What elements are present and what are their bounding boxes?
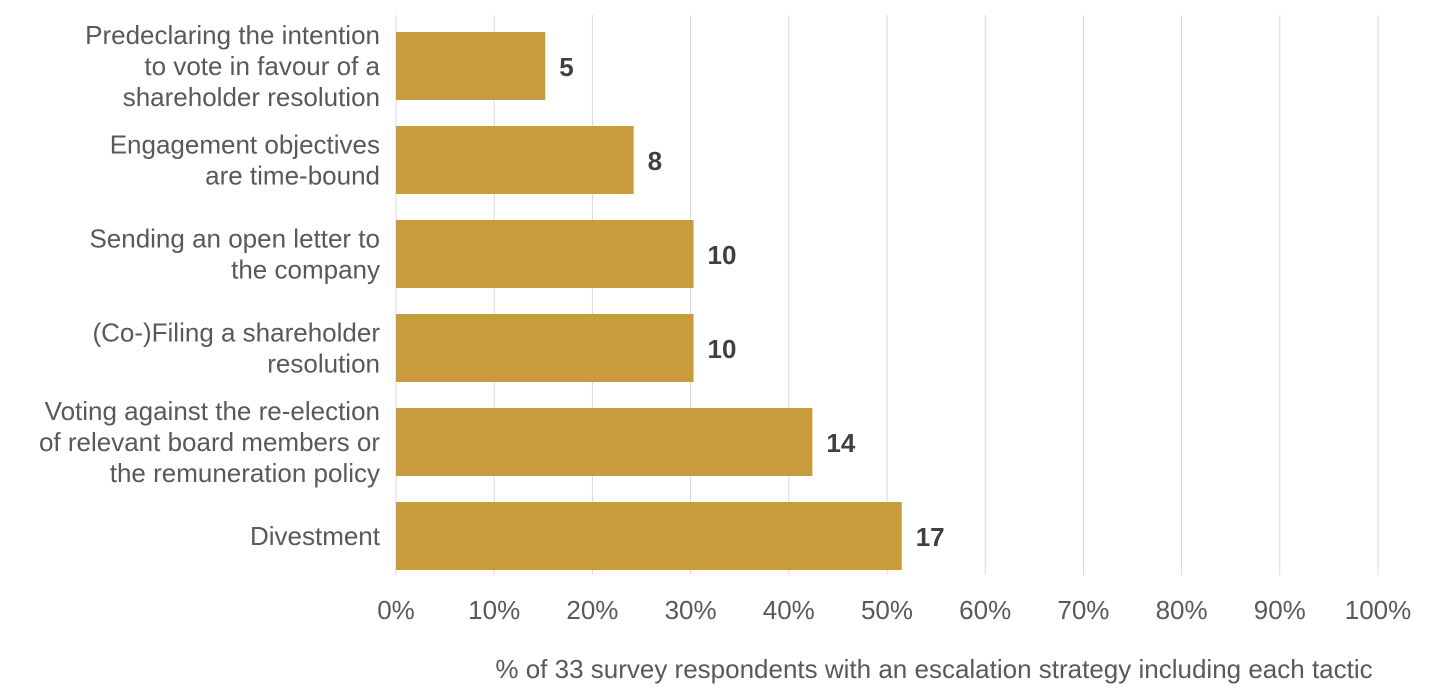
bar-value-label: 10 [708,240,737,270]
x-tick-label: 40% [763,595,815,625]
x-tick-label: 20% [566,595,618,625]
x-tick-label: 80% [1156,595,1208,625]
category-label-line: the remuneration policy [110,458,380,488]
bar [396,314,694,382]
category-label-line: Sending an open letter to [89,224,380,254]
x-axis-ticks: 0% 10% 20% 30% 40% 50% 60% 70% 80% 90% 100% [377,595,1411,625]
x-tick-label: 100% [1345,595,1412,625]
x-tick-label: 0% [377,595,415,625]
category-label-line: Engagement objectives [110,130,380,160]
category-label-line: to vote in favour of a [144,51,380,81]
bar [396,408,813,476]
bar-value-label: 10 [708,334,737,364]
x-tick-label: 90% [1254,595,1306,625]
category-label: (Co-)Filing a shareholder resolution [92,318,380,379]
x-tick-label: 60% [959,595,1011,625]
bar-value-label: 8 [648,146,662,176]
category-label: Predeclaring the intention to vote in fav… [85,20,380,112]
bar [396,126,634,194]
bar-value-label: 14 [826,428,855,458]
gridlines [395,15,1379,575]
category-labels: Predeclaring the intention to vote in fav… [39,20,381,551]
x-axis-title: % of 33 survey respondents with an escal… [495,654,1372,684]
category-label-line: the company [231,255,380,285]
category-label: Engagement objectives are time-bound [110,130,380,191]
category-label-line: Voting against the re-election [45,396,380,426]
data-labels: 5 8 10 10 14 17 [559,52,944,552]
category-label-line: Divestment [250,521,381,551]
x-tick-label: 30% [665,595,717,625]
bar [396,502,902,570]
bar-value-label: 17 [916,522,945,552]
category-label: Voting against the re-election of relevan… [39,396,380,488]
category-label-line: shareholder resolution [123,82,380,112]
category-label-line: (Co-)Filing a shareholder [92,318,380,348]
category-label-line: Predeclaring the intention [85,20,380,50]
x-tick-label: 70% [1057,595,1109,625]
category-label-line: resolution [267,349,380,379]
category-label: Sending an open letter to the company [89,224,380,285]
bar-value-label: 5 [559,52,573,82]
x-tick-label: 10% [468,595,520,625]
bar [396,32,546,100]
category-label-line: are time-bound [205,161,380,191]
category-label: Divestment [250,521,381,551]
x-tick-label: 50% [861,595,913,625]
category-label-line: of relevant board members or [39,427,380,457]
bar [396,220,694,288]
bars [396,32,902,570]
